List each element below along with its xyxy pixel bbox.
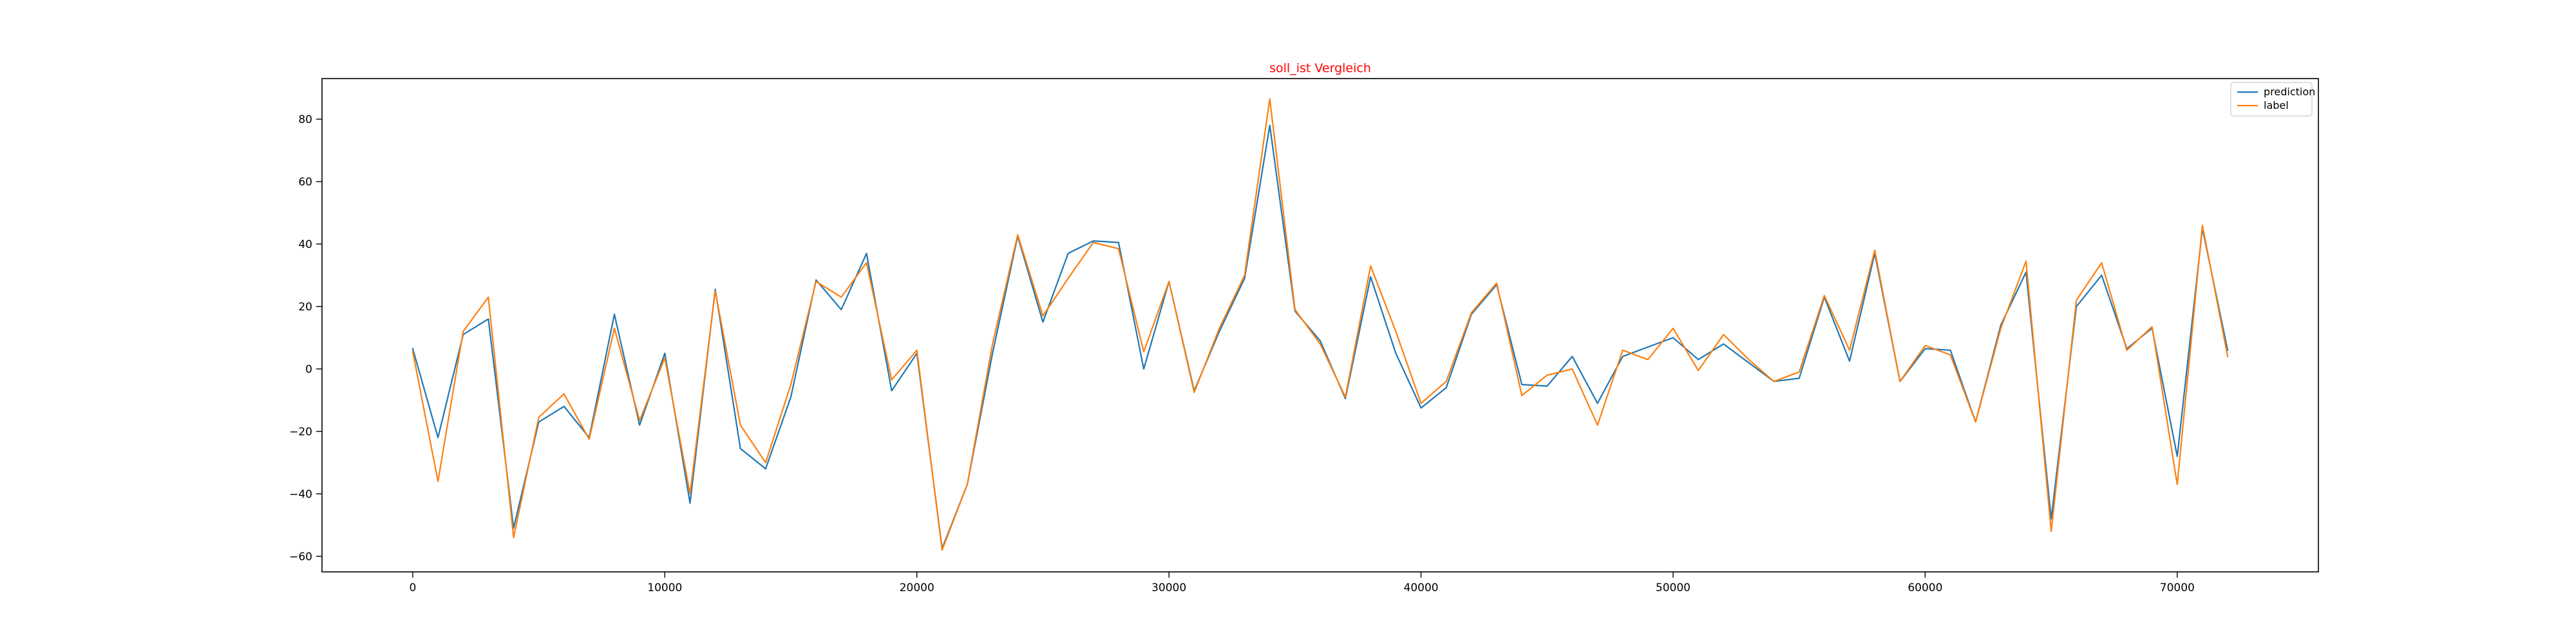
- axes-frame: [321, 78, 2319, 573]
- axes-layer: 0 10000 20000 30000 40000 50000 60000 70000 −60 −…: [289, 78, 2319, 594]
- y-tick-label: 0: [305, 363, 312, 376]
- legend-box: [2230, 82, 2313, 117]
- series-line-label: [412, 98, 2229, 551]
- y-tick-label: 20: [298, 301, 312, 314]
- y-tick-label: −60: [289, 551, 312, 564]
- plot-background: [322, 79, 2318, 572]
- y-tick-label: 60: [298, 176, 312, 189]
- legend-label-label: label: [2264, 99, 2289, 111]
- legend-label-prediction: prediction: [2264, 86, 2315, 98]
- series-line-prediction: [412, 124, 2229, 549]
- y-tick-label: 40: [298, 238, 312, 251]
- y-tick-label: −20: [289, 426, 312, 439]
- x-tick-label: 40000: [1404, 582, 1439, 594]
- chart-title: soll_ist Vergleich: [1269, 61, 1371, 75]
- x-tick-label: 30000: [1151, 582, 1186, 594]
- x-tick-label: 0: [409, 582, 416, 594]
- y-tick-label: −40: [289, 488, 312, 501]
- series-layer: [412, 98, 2229, 551]
- plot-area: [322, 79, 2318, 572]
- x-tick-label: 10000: [647, 582, 682, 594]
- y-tick-label: 80: [298, 113, 312, 126]
- x-tick-label: 50000: [1656, 582, 1690, 594]
- x-tick-label: 70000: [2160, 582, 2195, 594]
- x-tick-label: 60000: [1908, 582, 1942, 594]
- x-tick-label: 20000: [900, 582, 934, 594]
